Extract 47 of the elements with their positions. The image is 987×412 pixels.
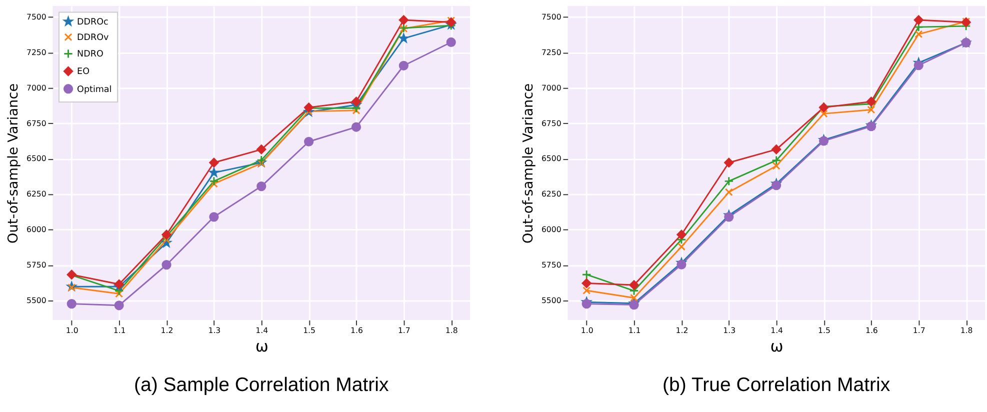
y-tick-label: 7000 — [541, 83, 562, 92]
y-tick-label: 6500 — [26, 154, 46, 164]
x-tick-label: 1.4 — [770, 326, 784, 336]
x-tick-label: 1.6 — [865, 326, 878, 336]
y-tick-label: 5500 — [541, 296, 562, 305]
x-tick-label: 1.3 — [723, 326, 736, 336]
x-tick-label: 1.5 — [303, 326, 316, 336]
x-tick-label: 1.3 — [208, 326, 221, 336]
x-tick-label: 1.6 — [350, 326, 363, 336]
x-tick-label: 1.0 — [66, 326, 78, 336]
legend-label: DDROv — [77, 33, 109, 44]
text: (b) True Correlation Matrix — [662, 374, 890, 396]
x-tick-label: 1.7 — [398, 326, 410, 336]
y-tick-label: 6500 — [541, 154, 562, 164]
y-tick-label: 7250 — [26, 48, 46, 57]
y-axis-title: Out-of-sample Variance — [520, 83, 537, 244]
y-tick-label: 6000 — [541, 225, 562, 234]
y-tick-label: 5750 — [26, 260, 46, 270]
y-tick-label: 6250 — [26, 190, 46, 199]
y-tick-label: 7500 — [26, 12, 46, 22]
y-tick-label: 6750 — [26, 118, 46, 128]
x-tick-label: 1.2 — [160, 326, 174, 336]
x-axis-title: ω — [255, 338, 268, 356]
legend-label: EO — [77, 67, 90, 78]
y-tick-label: 7500 — [541, 12, 562, 22]
y-tick-label: 6250 — [541, 190, 562, 199]
text: (a) Sample Correlation Matrix — [134, 374, 389, 396]
x-tick-label: 1.2 — [676, 326, 688, 336]
y-tick-label: 6000 — [26, 225, 46, 234]
x-tick-label: 1.4 — [256, 326, 268, 336]
x-tick-label: 1.5 — [818, 326, 830, 336]
x-tick-label: 1.1 — [628, 326, 641, 336]
y-tick-label: 7000 — [26, 83, 46, 92]
x-axis-title: ω — [770, 338, 784, 356]
x-tick-label: 1.8 — [960, 326, 973, 336]
y-axis-title: Out-of-sample Variance — [6, 83, 22, 244]
legend-label: NDRO — [77, 50, 104, 60]
y-tick-label: 5750 — [541, 260, 562, 270]
y-tick-label: 6750 — [541, 118, 562, 128]
x-tick-label: 1.7 — [912, 326, 926, 336]
x-tick-label: 1.1 — [113, 326, 126, 336]
legend-label: Optimal — [77, 84, 112, 95]
x-tick-label: 1.8 — [445, 326, 458, 336]
y-tick-label: 7250 — [541, 48, 562, 57]
x-tick-label: 1.0 — [580, 326, 594, 336]
legend-label: DDROc — [77, 17, 109, 28]
y-tick-label: 5500 — [26, 296, 46, 305]
